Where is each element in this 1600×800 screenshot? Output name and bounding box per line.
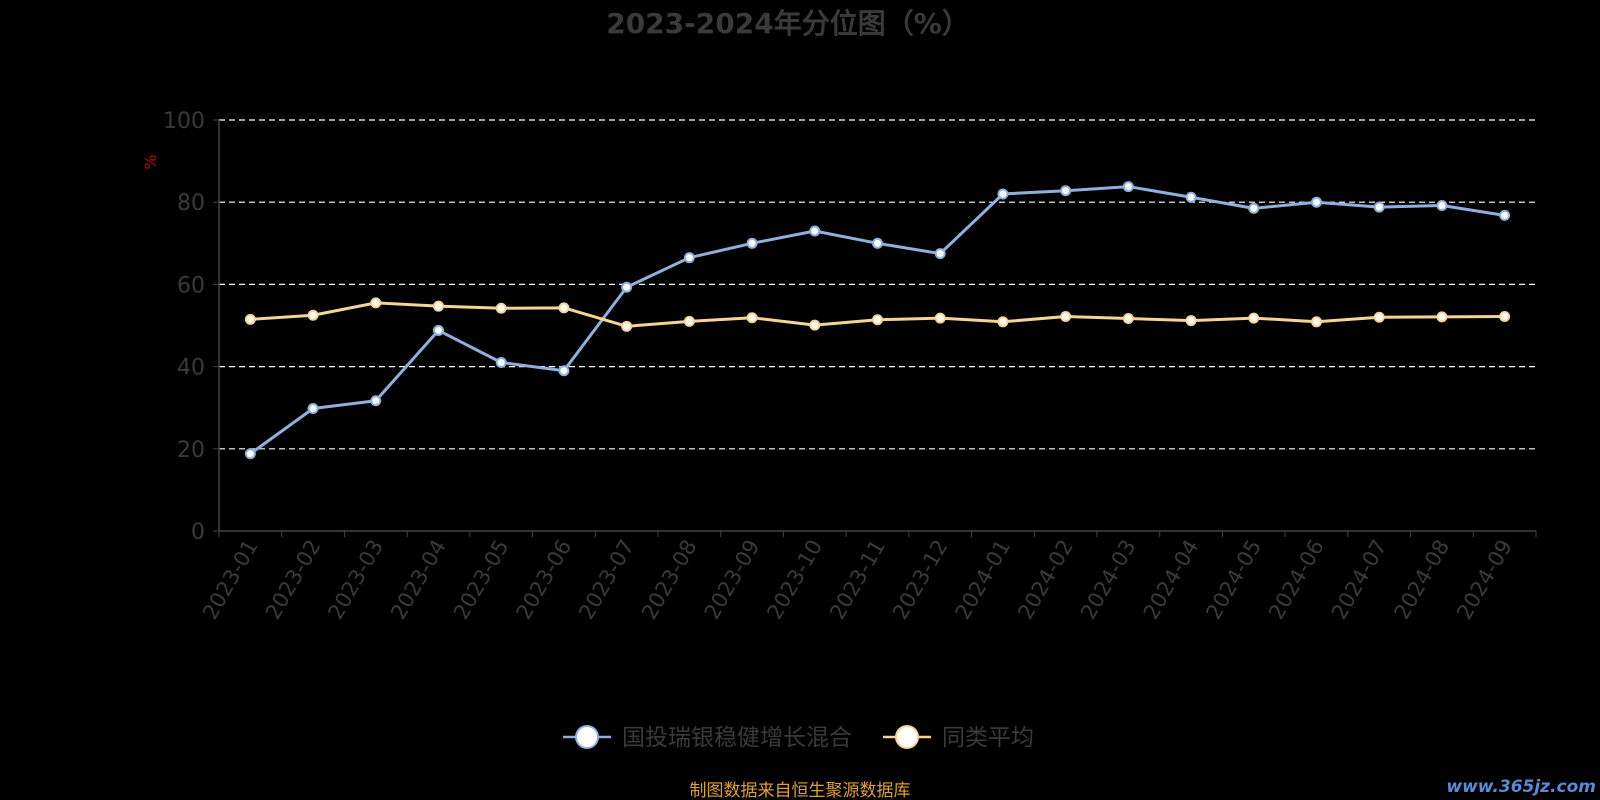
data-point [934,248,946,260]
data-point [934,312,946,324]
data-point [1311,316,1322,328]
legend-label[interactable]: 国投瑞银稳健增长混合 [622,725,852,751]
x-tick-label: 2023-02 [261,536,326,624]
data-point [621,320,633,332]
data-point [809,225,821,237]
x-tick-label: 2024-09 [1452,536,1517,624]
data-point [370,297,382,309]
x-tick-label: 2024-08 [1390,536,1455,624]
data-point [244,313,256,325]
x-tick-label: 2023-07 [574,536,639,624]
data-point [1185,315,1197,327]
data-point [1436,311,1448,323]
data-point [621,281,633,293]
x-tick-label: 2023-08 [637,536,702,624]
data-point [1060,310,1072,322]
data-point [495,356,507,368]
y-tick-label: 0 [191,520,205,545]
source-note: 制图数据来自恒生聚源数据库 [690,781,911,800]
data-point [683,315,695,327]
data-point [1499,310,1511,322]
data-point [244,448,256,460]
y-tick-label: 20 [177,438,205,463]
x-tick-label: 2024-07 [1327,536,1392,624]
legend-marker [575,725,599,749]
x-tick-label: 2024-06 [1264,536,1329,624]
data-point [370,395,382,407]
legend[interactable]: 国投瑞银稳健增长混合 同类平均 [563,725,1034,751]
data-point [683,252,695,264]
data-point [1060,185,1072,197]
data-point [872,314,883,326]
data-point [1122,181,1134,193]
x-tick-label: 2023-03 [323,536,388,624]
grid-lines [219,119,1536,450]
data-point [872,237,883,249]
data-point [558,302,570,314]
data-point [809,319,821,331]
data-point [495,302,507,314]
data-point [1436,199,1448,211]
x-tick-label: 2024-01 [951,536,1016,624]
data-point [433,324,444,336]
data-point [1499,209,1511,221]
x-tick-label: 2023-04 [386,536,451,624]
data-point [1311,196,1322,208]
data-point [1248,312,1260,324]
x-tick-label: 2024-03 [1076,536,1141,624]
y-axis-label: % [141,154,160,169]
x-tick-label: 2023-11 [825,536,890,624]
y-tick-label: 60 [177,273,205,298]
data-point [1185,191,1197,203]
x-tick-label: 2023-12 [888,536,953,624]
data-point [1373,201,1385,213]
watermark: www.365jz.com [1446,777,1596,797]
data-point [558,365,570,377]
legend-label[interactable]: 同类平均 [942,725,1034,751]
data-point [997,316,1009,328]
data-point [746,312,758,324]
x-tick-label: 2023-09 [700,536,765,624]
data-point [1373,311,1385,323]
data-point [746,237,758,249]
data-point [1248,202,1260,214]
data-point [307,309,319,321]
data-point [307,403,319,415]
y-tick-label: 80 [177,191,205,216]
y-tick-label: 100 [163,109,205,134]
x-tick-label: 2023-10 [762,536,827,624]
series-lines [244,181,1511,460]
data-point [433,300,444,312]
chart-title: 2023-2024年分位图（%） [606,7,970,40]
x-tick-label: 2023-05 [449,536,514,624]
x-tick-label: 2023-06 [512,536,577,624]
x-tick-label: 2023-01 [198,536,263,624]
y-tick-label: 40 [177,356,205,381]
legend-marker [895,725,919,749]
x-tick-label: 2024-02 [1013,536,1078,624]
x-tick-label: 2024-04 [1139,536,1204,624]
x-tick-label: 2024-05 [1201,536,1266,624]
data-point [1122,313,1134,325]
data-point [997,188,1009,200]
